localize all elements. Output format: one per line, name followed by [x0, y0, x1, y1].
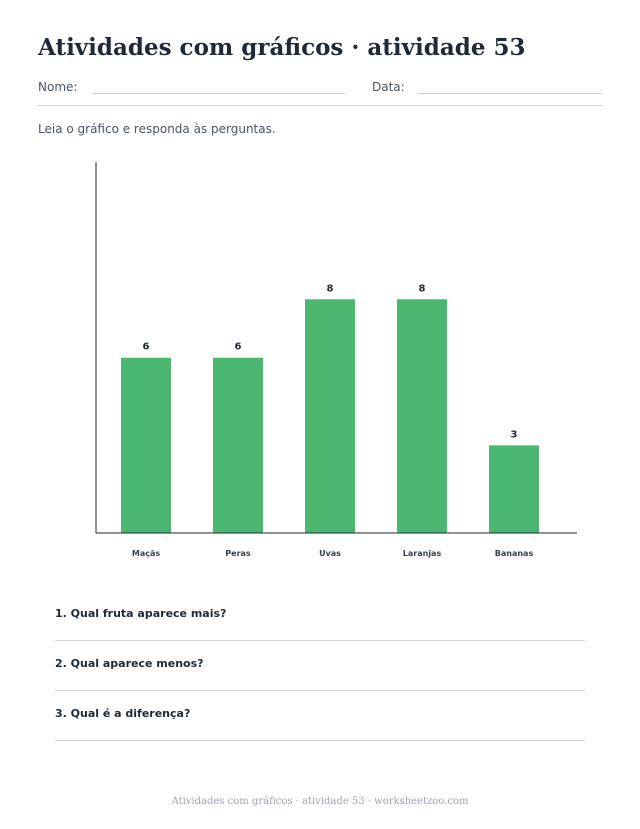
bar-3: [305, 299, 355, 533]
name-field-line: [92, 93, 345, 94]
instructions-text: Leia o gráfico e responda às perguntas.: [38, 122, 276, 136]
bar-5: [489, 445, 539, 533]
bar-2: [213, 357, 263, 533]
date-label: Data:: [372, 80, 405, 94]
x-tick-label-3: Uvas: [319, 549, 341, 558]
header-divider: [38, 105, 602, 106]
answer-line-1[interactable]: [55, 640, 585, 641]
bar-4: [397, 299, 447, 533]
question-1: 1. Qual fruta aparece mais?: [55, 607, 227, 620]
name-label: Nome:: [38, 80, 78, 94]
answer-line-3[interactable]: [55, 740, 585, 741]
data-label-3: 8: [327, 283, 334, 294]
worksheet-title: Atividades com gráficos · atividade 53: [38, 34, 526, 61]
date-field-line: [418, 93, 602, 94]
x-tick-label-4: Laranjas: [403, 549, 442, 558]
data-label-1: 6: [143, 342, 150, 353]
data-label-2: 6: [235, 342, 242, 353]
answer-line-2[interactable]: [55, 690, 585, 691]
bar-1: [121, 357, 171, 533]
x-tick-label-5: Bananas: [495, 549, 534, 558]
question-2: 2. Qual aparece menos?: [55, 657, 204, 670]
question-3: 3. Qual é a diferença?: [55, 707, 191, 720]
footer-text: Atividades com gráficos · atividade 53 ·…: [171, 796, 469, 807]
bar-chart: 6 Maçãs 6 Peras 8 Uvas 8 Laranjas 3 Bananas: [95, 162, 577, 558]
x-tick-label-1: Maçãs: [132, 549, 161, 558]
data-label-4: 8: [419, 283, 426, 294]
x-tick-label-2: Peras: [225, 549, 251, 558]
data-label-5: 3: [511, 429, 518, 440]
